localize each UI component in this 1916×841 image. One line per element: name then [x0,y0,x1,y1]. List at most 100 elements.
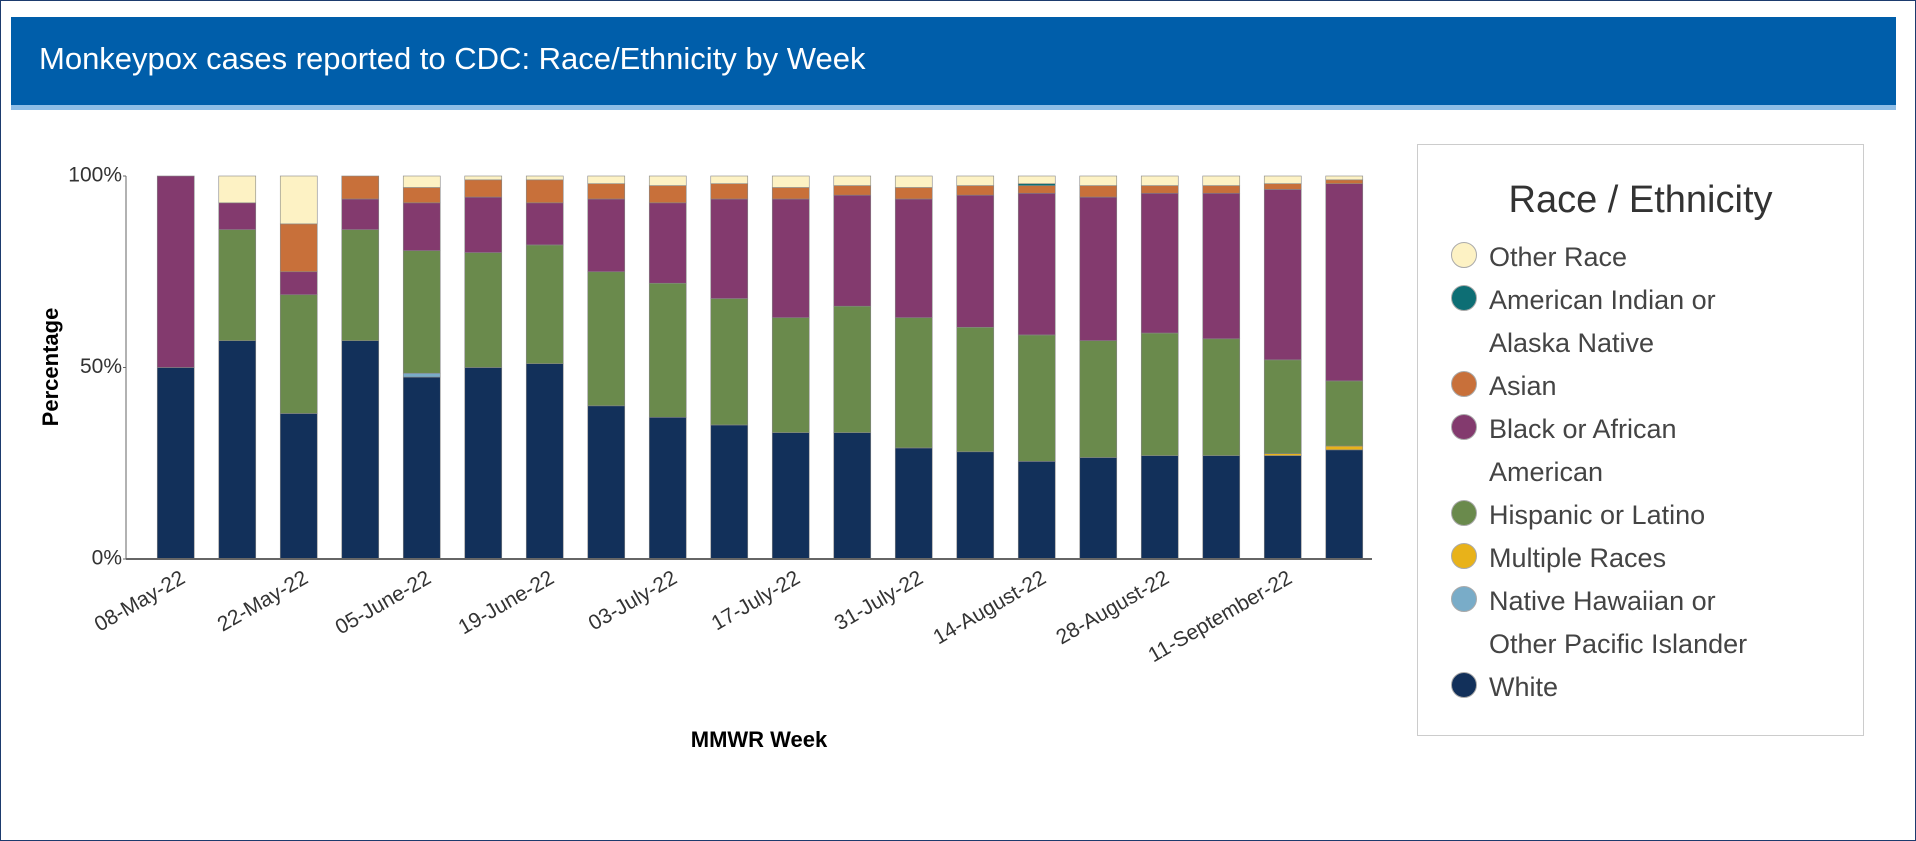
x-axis-label: MMWR Week [691,727,828,752]
bar-segment [464,252,503,368]
legend-swatch [1451,414,1477,440]
bar-segment [587,175,626,184]
bar-segment [587,198,626,273]
y-tick-label: 50% [80,355,122,378]
legend-item[interactable]: Black or African American [1451,408,1863,494]
bar-segment [833,432,872,560]
bar-segment [771,198,810,319]
bar-segment [218,340,257,560]
bar-segment [525,363,564,560]
bar-segment [218,202,257,230]
bar-segment [587,405,626,560]
bar-segment [1325,179,1364,184]
legend-label: Asian [1489,371,1557,401]
legend-swatch [1451,285,1477,311]
bar-segment [525,179,564,204]
bar-segment [402,175,441,188]
bar-segment [341,340,380,560]
bar-segment [710,424,749,560]
bar-segment [833,175,872,186]
legend-label: Black or African American [1489,414,1677,487]
bar-segment [402,376,441,560]
legend-label: Other Race [1489,242,1628,272]
bar-segment [1325,449,1364,560]
bar-segment [710,183,749,200]
bar-segment [1325,183,1364,382]
bar-segment [894,447,933,560]
legend-item[interactable]: Hispanic or Latino [1451,494,1863,537]
bar-segment [402,187,441,204]
bar-segment [648,282,687,418]
legend-item[interactable]: Other Race [1451,236,1863,279]
y-tick-label: 0% [92,547,122,570]
bar-segment [156,367,195,560]
x-tick-label: 28-August-22 [1052,566,1173,649]
bar-segment [833,194,872,307]
bar-segment [1263,455,1302,560]
bar-segment [279,413,318,560]
x-tick-label: 14-August-22 [929,566,1050,649]
bar-segment [956,451,995,560]
bar-segment [1079,340,1118,458]
legend-swatch [1451,500,1477,526]
bar-segment [1017,334,1056,462]
bar-segment [1202,192,1241,340]
bar-segment [1079,196,1118,341]
bar-segment [894,317,933,449]
bar-segment [1017,185,1056,194]
bar-segment [1263,359,1302,454]
bar-segment [1140,332,1179,456]
bar-segment [956,326,995,453]
bar-segment [1079,457,1118,560]
bar-segment [894,175,933,188]
bar-segment [710,298,749,426]
legend-label: Multiple Races [1489,543,1667,573]
legend-item[interactable]: Native Hawaiian or Other Pacific Islande… [1451,580,1863,666]
bar-segment [464,196,503,253]
bar-segment [525,202,564,246]
bar-segment [956,194,995,328]
bar-segment [525,244,564,364]
legend-swatch [1451,543,1477,569]
bar-segment [1263,189,1302,361]
bar-segment [464,367,503,560]
bar-segment [648,416,687,560]
bar-segment [587,183,626,200]
x-tick-label: 03-July-22 [585,566,681,635]
y-tick-label: 100% [68,164,122,187]
legend-label: Native Hawaiian or Other Pacific Islande… [1489,586,1748,659]
bar-segment [1017,461,1056,560]
x-tick-label: 19-June-22 [455,566,559,639]
legend-item[interactable]: Asian [1451,365,1863,408]
bar-segment [525,175,564,181]
bar-segment [1140,185,1179,194]
bar-segment [1140,455,1179,560]
x-tick-label: 05-June-22 [332,566,436,639]
bar-segment [771,317,810,433]
legend-swatch [1451,242,1477,268]
bar-segment [1079,175,1118,186]
legend-swatch [1451,586,1477,612]
bar-segment [956,185,995,196]
legend-title: Race / Ethnicity [1508,179,1773,221]
bar-segment [1325,445,1364,451]
bar-segment [956,175,995,186]
bar-segment [464,179,503,198]
bar-segment [771,175,810,188]
legend-item[interactable]: Multiple Races [1451,537,1863,580]
chart-title: Monkeypox cases reported to CDC: Race/Et… [39,41,866,76]
legend-item[interactable]: American Indian or Alaska Native [1451,279,1863,365]
bar-segment [1017,192,1056,336]
bar-segment [1325,380,1364,447]
legend-swatch [1451,672,1477,698]
bar-segment [156,175,195,368]
bar-segment [587,271,626,407]
bar-segment [1263,183,1302,190]
bar-segment [1140,175,1179,186]
bar-segment [1325,175,1364,181]
legend-label: American Indian or Alaska Native [1489,285,1716,358]
legend-item[interactable]: White [1451,666,1863,709]
bar-segment [771,432,810,560]
